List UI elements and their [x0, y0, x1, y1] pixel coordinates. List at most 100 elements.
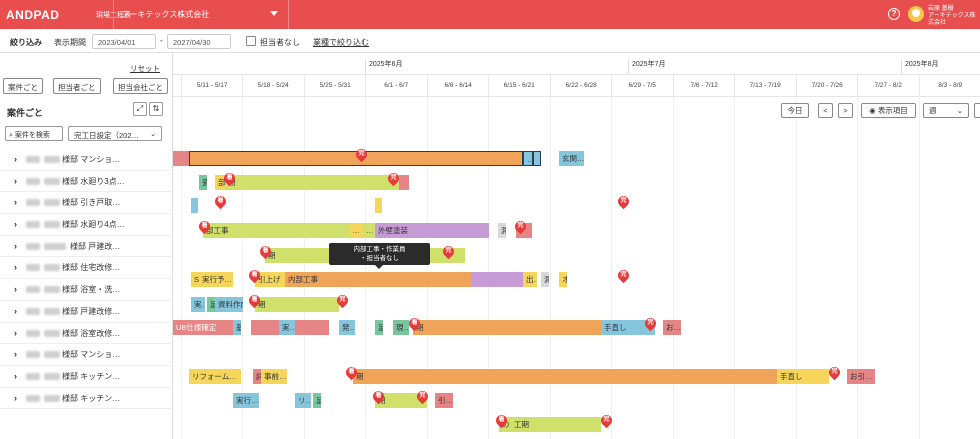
today-button[interactable]: 今日: [781, 103, 809, 118]
task-bar[interactable]: リ…: [295, 393, 311, 408]
sort-select[interactable]: 完工日設定（202… ⌄: [68, 126, 162, 141]
next-button[interactable]: >: [838, 103, 853, 118]
user-avatar[interactable]: [908, 6, 924, 22]
start-pin-icon[interactable]: 着: [246, 292, 263, 309]
task-bar[interactable]: お引…: [847, 369, 875, 384]
completion-pin-icon[interactable]: 完: [353, 146, 370, 163]
task-bar[interactable]: [533, 151, 541, 166]
task-bar[interactable]: [375, 198, 382, 213]
task-bar[interactable]: 発…: [339, 320, 355, 335]
completion-pin-icon[interactable]: 完: [440, 243, 457, 260]
task-bar[interactable]: 実…: [279, 320, 295, 335]
task-bar[interactable]: 内部工事: [285, 272, 471, 287]
no-assignee-checkbox[interactable]: [246, 36, 256, 46]
chevron-right-icon[interactable]: ›: [14, 240, 17, 251]
chevron-right-icon[interactable]: ›: [14, 305, 17, 316]
task-bar[interactable]: 足: [313, 393, 321, 408]
list-item[interactable]: › 様邸 住宅改修…: [0, 257, 173, 280]
group-by-project-button[interactable]: 案件ごと: [3, 78, 43, 94]
completion-pin-icon[interactable]: 完: [615, 267, 632, 284]
completion-pin-icon[interactable]: 完: [334, 292, 351, 309]
completion-pin-icon[interactable]: 完: [826, 364, 843, 381]
trade-filter-link[interactable]: 業種で絞り込む: [313, 38, 369, 47]
task-bar[interactable]: …し: [363, 223, 375, 238]
more-button[interactable]: [974, 103, 980, 118]
chevron-right-icon[interactable]: ›: [14, 349, 17, 360]
list-item[interactable]: › 様邸 キッチン…: [0, 366, 173, 388]
start-pin-icon[interactable]: 着: [406, 315, 423, 332]
project-search-button[interactable]: ⌕ 案件を検索: [5, 126, 63, 141]
expand-icon[interactable]: ⤢: [133, 102, 147, 116]
chevron-right-icon[interactable]: ›: [14, 262, 17, 273]
completion-pin-icon[interactable]: 完: [414, 388, 431, 405]
group-by-assignee-button[interactable]: 担当者ごと: [53, 78, 101, 94]
list-item[interactable]: › 様邸 水廻り4点…: [0, 214, 173, 236]
task-bar[interactable]: [173, 151, 189, 166]
list-item[interactable]: › 様邸 水廻り3点…: [0, 171, 173, 193]
task-bar[interactable]: 出…: [523, 272, 537, 287]
task-bar[interactable]: …: [349, 223, 363, 238]
user-info[interactable]: 岩原 基樹 アーキテックス株式会社: [928, 6, 980, 27]
sort-icon[interactable]: ⇅: [149, 102, 163, 116]
chevron-right-icon[interactable]: ›: [14, 370, 17, 381]
task-bar[interactable]: 期: [413, 320, 601, 335]
task-bar[interactable]: 現…: [393, 320, 409, 335]
task-bar[interactable]: [399, 175, 409, 190]
task-bar[interactable]: お…: [663, 320, 681, 335]
task-bar[interactable]: 部: [215, 175, 225, 190]
date-from-input[interactable]: 2023/04/01: [92, 34, 156, 49]
task-bar[interactable]: 瓷: [199, 175, 207, 190]
list-item[interactable]: › 様邸 マンショ…: [0, 344, 173, 366]
completion-pin-icon[interactable]: 完: [615, 193, 632, 210]
task-bar[interactable]: 期: [225, 175, 399, 190]
chevron-right-icon[interactable]: ›: [14, 154, 17, 164]
task-bar[interactable]: 期: [353, 369, 777, 384]
task-bar[interactable]: 期: [255, 297, 339, 312]
prev-button[interactable]: <: [818, 103, 833, 118]
task-bar[interactable]: 工期: [511, 417, 601, 432]
task-bar[interactable]: 実行予…: [199, 272, 233, 287]
task-bar[interactable]: 測: [541, 272, 549, 287]
chevron-right-icon[interactable]: ›: [14, 284, 17, 295]
task-bar[interactable]: [191, 198, 198, 213]
company-selector[interactable]: アーキテックス株式会社: [113, 0, 289, 29]
list-item[interactable]: › 様邸 戸建改修…: [0, 301, 173, 323]
help-icon[interactable]: ?: [888, 8, 900, 20]
task-bar[interactable]: 引…: [435, 393, 453, 408]
start-pin-icon[interactable]: 着: [493, 412, 510, 429]
task-bar[interactable]: 基: [233, 320, 241, 335]
task-bar[interactable]: 手直し: [601, 320, 655, 335]
chevron-right-icon[interactable]: ›: [14, 219, 17, 230]
start-pin-icon[interactable]: 着: [257, 243, 274, 260]
task-bar[interactable]: 詳: [253, 369, 261, 384]
task-bar[interactable]: 実…: [191, 297, 205, 312]
chevron-right-icon[interactable]: ›: [14, 327, 17, 338]
completion-pin-icon[interactable]: 完: [512, 218, 529, 235]
display-items-button[interactable]: ◉ 表示項目: [861, 103, 916, 118]
list-item[interactable]: › 様邸 マンショ…: [0, 149, 173, 171]
task-bar[interactable]: 外壁塗装: [375, 223, 489, 238]
list-item[interactable]: › 様邸 キッチン…: [0, 388, 173, 410]
start-pin-icon[interactable]: 着: [246, 267, 263, 284]
list-item[interactable]: › 様邸 浴室改修…: [0, 323, 173, 345]
reset-link[interactable]: リセット: [130, 64, 160, 73]
completion-pin-icon[interactable]: 完: [642, 315, 659, 332]
task-bar[interactable]: 部工事: [203, 223, 349, 238]
task-bar[interactable]: 手直し: [777, 369, 829, 384]
task-bar[interactable]: 実行…: [233, 393, 259, 408]
task-bar[interactable]: [471, 272, 523, 287]
task-bar[interactable]: 資料作成: [215, 297, 243, 312]
start-pin-icon[interactable]: 着: [212, 193, 229, 210]
list-item[interactable]: › 様邸 戸建改…: [0, 236, 173, 258]
start-pin-icon[interactable]: 着: [221, 170, 238, 187]
group-by-company-button[interactable]: 担当会社ごと: [113, 78, 168, 94]
start-pin-icon[interactable]: 着: [370, 388, 387, 405]
andpad-logo[interactable]: ANDPAD: [6, 8, 60, 22]
task-bar[interactable]: リフォーム…: [189, 369, 241, 384]
task-bar[interactable]: 足: [375, 320, 383, 335]
task-bar[interactable]: [251, 320, 279, 335]
completion-pin-icon[interactable]: 完: [385, 170, 402, 187]
list-item[interactable]: › 様邸 浴室・洗…: [0, 279, 173, 301]
completion-pin-icon[interactable]: 完: [598, 412, 615, 429]
chevron-right-icon[interactable]: ›: [14, 197, 17, 208]
